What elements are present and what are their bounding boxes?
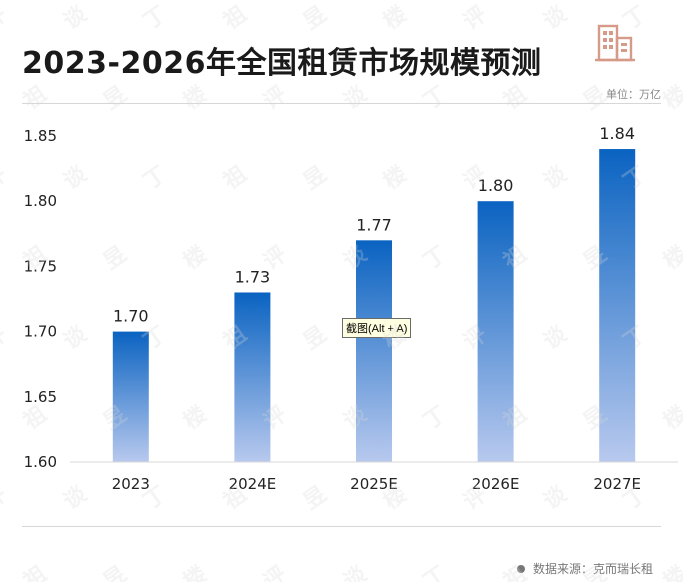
bar-value-label: 1.73: [235, 267, 271, 286]
bars: 1.70 1.73 1.77 1.80 1.84: [112, 124, 636, 463]
data-source-text: 数据来源：克而瑞长租: [532, 562, 653, 576]
x-category-label: 2026E: [472, 475, 520, 493]
x-category-label: 2024E: [229, 475, 277, 493]
screenshot-tooltip: 截图(Alt + A): [342, 318, 412, 338]
unit-label: 单位：万亿: [606, 88, 661, 101]
data-source: 数据来源：克而瑞长租: [516, 560, 653, 577]
x-category-label: 2027E: [593, 475, 641, 493]
y-tick-label: 1.75: [24, 257, 57, 275]
bar-2023: [112, 331, 149, 462]
bar-2026e: [477, 201, 514, 462]
y-tick-label: 1.60: [24, 453, 57, 471]
bullet-icon: [516, 564, 525, 573]
bar-2024e: [234, 292, 271, 462]
x-axis: 2023 2024E 2025E 2026E 2027E: [70, 461, 678, 493]
y-axis: 1.85 1.80 1.75 1.70 1.65 1.60: [24, 127, 57, 471]
bar-2027e: [599, 149, 636, 463]
bar-value-label: 1.80: [478, 176, 514, 195]
footer-divider: [22, 526, 661, 527]
bar-value-label: 1.77: [356, 215, 392, 234]
y-tick-label: 1.70: [24, 323, 57, 341]
building-icon: [595, 24, 635, 62]
x-category-label: 2023: [112, 475, 150, 493]
bar-value-label: 1.84: [599, 124, 635, 143]
header-divider: [22, 103, 661, 104]
bar-2025e: [356, 240, 392, 462]
y-tick-label: 1.85: [24, 127, 57, 145]
y-tick-label: 1.80: [24, 192, 57, 210]
chart-title: 2023-2026年全国租赁市场规模预测: [22, 46, 542, 81]
y-tick-label: 1.65: [24, 388, 57, 406]
x-category-label: 2025E: [350, 475, 398, 493]
bar-value-label: 1.70: [113, 307, 149, 326]
